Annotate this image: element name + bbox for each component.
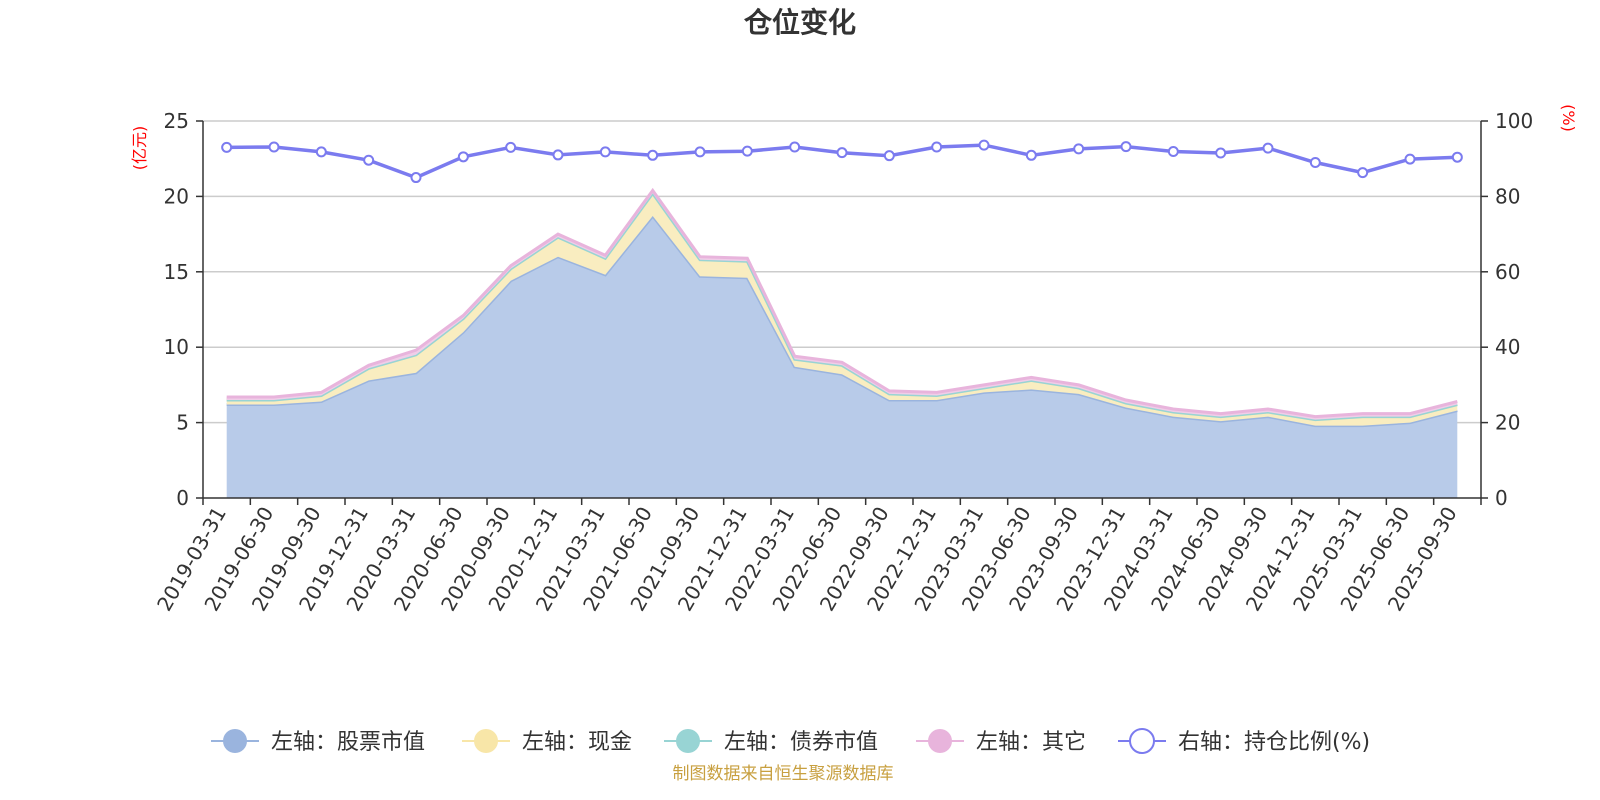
ratio-point — [883, 150, 895, 162]
left-axis-unit: (亿元) — [130, 126, 149, 171]
area-fill — [226, 216, 1458, 498]
area-edge-line — [226, 187, 1458, 419]
chart-title: 仓位变化 — [744, 6, 856, 39]
ratio-point — [1309, 156, 1321, 168]
x-axis-ticks: 2019-03-312019-06-302019-09-302019-12-31… — [152, 498, 1482, 615]
legend-label: 左轴：现金 — [522, 730, 632, 755]
ratio-point — [363, 154, 375, 166]
right-axis-ticks: 0 20 40 60 80 100 — [1481, 109, 1533, 510]
legend-marker — [1129, 728, 1155, 754]
ratio-point — [1167, 146, 1179, 158]
right-tick-label: 100 — [1495, 109, 1533, 133]
right-tick-label: 80 — [1495, 184, 1520, 208]
ratio-point — [789, 141, 801, 153]
ratio-point — [221, 141, 233, 153]
right-tick-label: 60 — [1495, 260, 1520, 284]
ratio-point — [1451, 151, 1463, 163]
right-tick-label: 0 — [1495, 486, 1508, 510]
ratio-point — [599, 146, 611, 158]
ratio-point — [931, 141, 943, 153]
ratio-point — [1262, 142, 1274, 154]
ratio-point — [1357, 167, 1369, 179]
legend-label: 左轴：股票市值 — [271, 730, 425, 755]
ratio-point — [1025, 149, 1037, 161]
ratio-point — [552, 149, 564, 161]
ratio-point — [1073, 143, 1085, 155]
left-tick-label: 10 — [164, 335, 189, 359]
ratio-point — [1120, 141, 1132, 153]
right-tick-label: 20 — [1495, 411, 1520, 435]
ratio-point — [315, 146, 327, 158]
ratio-point — [268, 141, 280, 153]
ratio-point — [457, 151, 469, 163]
legend: 左轴：股票市值 左轴：现金 左轴：债券市值 左轴：其它 右轴：持仓比例(%) — [211, 728, 1370, 755]
left-tick-label: 15 — [164, 260, 189, 284]
right-tick-label: 40 — [1495, 335, 1520, 359]
source-note: 制图数据来自恒生聚源数据库 — [673, 764, 894, 784]
ratio-point — [694, 146, 706, 158]
legend-marker — [223, 729, 247, 753]
legend-marker — [928, 729, 952, 753]
left-tick-label: 0 — [176, 486, 189, 510]
area-series-group — [226, 187, 1458, 498]
ratio-point — [741, 145, 753, 157]
legend-marker — [474, 729, 498, 753]
right-axis-unit: (%) — [1559, 104, 1578, 132]
ratio-point — [978, 139, 990, 151]
left-tick-label: 5 — [176, 411, 189, 435]
ratio-line-group — [221, 139, 1463, 184]
left-tick-label: 25 — [164, 109, 189, 133]
ratio-point — [836, 147, 848, 159]
ratio-point — [1404, 153, 1416, 165]
ratio-point — [647, 149, 659, 161]
legend-label: 右轴：持仓比例(%) — [1178, 730, 1370, 755]
legend-marker — [676, 729, 700, 753]
ratio-point — [505, 141, 517, 153]
ratio-point — [1215, 147, 1227, 159]
legend-label: 左轴：债券市值 — [724, 730, 878, 755]
ratio-point — [410, 172, 422, 184]
left-tick-label: 20 — [164, 184, 189, 208]
left-axis-ticks: 0 5 10 15 20 25 — [164, 109, 203, 510]
legend-label: 左轴：其它 — [976, 730, 1086, 755]
